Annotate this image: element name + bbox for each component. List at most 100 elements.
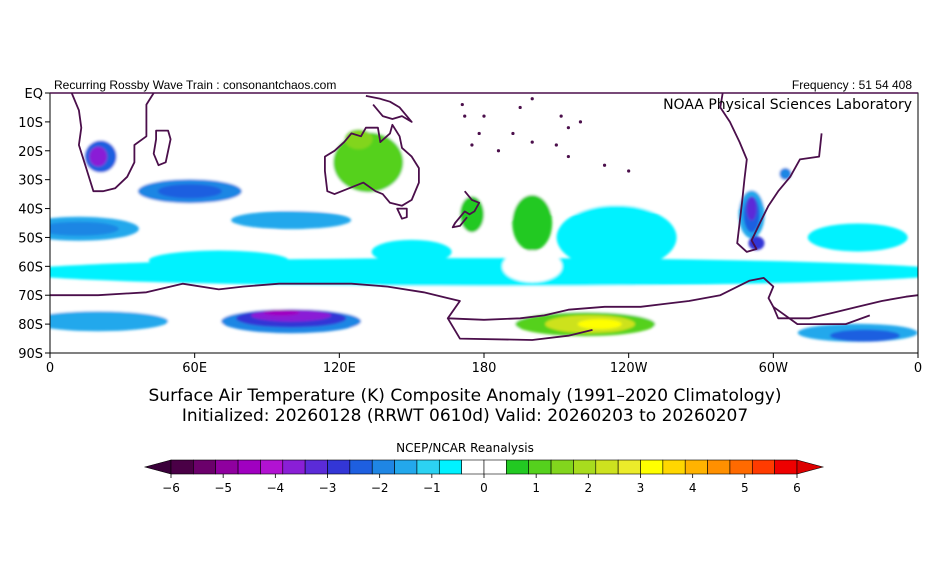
africa-coast xyxy=(70,93,155,193)
colorbar-swatch xyxy=(729,459,753,475)
colorbar-swatch xyxy=(617,459,641,475)
colorbar-tick-label: 5 xyxy=(741,481,749,495)
colorbar-swatch xyxy=(528,459,552,475)
colorbar-swatch xyxy=(170,459,194,475)
colorbar-swatch xyxy=(707,459,731,475)
tasman-tongue-2 xyxy=(512,195,553,251)
lon-tick-label: 120W xyxy=(610,361,648,376)
longitude-axis: 0 60E 120E 180 120W 60W 0 xyxy=(46,353,922,376)
lon-tick-label: 60E xyxy=(182,361,207,376)
ross-ice-front xyxy=(447,317,593,341)
ind-white-1 xyxy=(148,250,289,271)
colorbar-tick-label: −2 xyxy=(371,481,389,495)
colorbar-swatch xyxy=(416,459,440,475)
lat-tick-label: 50S xyxy=(18,231,43,246)
pacific-island xyxy=(554,143,558,147)
colorbar-swatch xyxy=(640,459,664,475)
pacific-island xyxy=(578,120,583,124)
colorbar-swatch xyxy=(304,459,328,475)
colorbar-tick-label: −1 xyxy=(423,481,441,495)
spac-green xyxy=(642,161,703,210)
pacific-island xyxy=(602,163,607,167)
s-afr-cold2 xyxy=(89,146,108,167)
colorbar-tick-label: −3 xyxy=(319,481,337,495)
colorbar-title: NCEP/NCAR Reanalysis xyxy=(396,441,534,455)
colorbar-swatch xyxy=(573,459,597,475)
pacific-island xyxy=(477,131,481,136)
pacific-island xyxy=(482,114,486,118)
weddell-ice-front xyxy=(772,306,871,325)
sam-n-cold xyxy=(779,167,792,180)
ind-green-s xyxy=(214,231,295,244)
colorbar-under-arrow xyxy=(143,459,172,475)
ind-cyan-2 xyxy=(231,211,352,230)
australia-coast xyxy=(324,123,420,207)
colorbar-swatch xyxy=(550,459,574,475)
colorbar-tick-label: 4 xyxy=(689,481,697,495)
lon-tick-label: 0 xyxy=(914,361,922,376)
colorbar-swatch xyxy=(751,459,775,475)
colorbar-swatch xyxy=(506,459,530,475)
colorbar-swatch xyxy=(282,459,306,475)
colorbar-tick-label: 2 xyxy=(585,481,593,495)
pacific-island xyxy=(463,114,467,118)
colorbar-swatch xyxy=(394,459,418,475)
lon-tick-label: 180 xyxy=(472,361,497,376)
new-zealand-coast xyxy=(451,190,481,229)
figure-title-line1: Surface Air Temperature (K) Composite An… xyxy=(148,386,782,406)
lon-tick-label: 0 xyxy=(46,361,54,376)
colorbar-swatch xyxy=(438,459,462,475)
pacific-island xyxy=(511,131,515,136)
cpac-white-2 xyxy=(371,239,452,264)
header-frequency-text: Frequency : 51 54 408 xyxy=(791,78,912,92)
colorbar-tick-label: 3 xyxy=(637,481,645,495)
antc-w-cyan xyxy=(50,311,169,332)
pacific-island xyxy=(460,102,464,107)
colorbar-swatch xyxy=(327,459,351,475)
colorbar-tick-label: −5 xyxy=(214,481,232,495)
figure-title-line2: Initialized: 20260128 (RRWT 0610d) Valid… xyxy=(181,406,749,426)
colorbar-tick-label: −4 xyxy=(266,481,284,495)
colorbar-swatch xyxy=(483,459,507,475)
pacific-island xyxy=(627,169,631,173)
colorbar-swatch xyxy=(774,459,798,475)
colorbar-swatch xyxy=(215,459,239,475)
aus-s-green xyxy=(347,196,428,209)
lat-tick-label: 10S xyxy=(18,116,43,131)
madagascar-coast xyxy=(152,129,172,167)
lon-tick-label: 60W xyxy=(759,361,789,376)
colorbar-swatch xyxy=(193,459,217,475)
tasmania-coast xyxy=(396,207,408,220)
lon-tick-label: 120E xyxy=(323,361,356,376)
new-guinea-coast xyxy=(365,95,413,123)
lat-tick-label: 30S xyxy=(18,174,43,189)
colorbar-tick-label: 1 xyxy=(532,481,540,495)
header-left-text: Recurring Rossby Wave Train : consonantc… xyxy=(54,78,337,92)
colorbar-swatch xyxy=(461,459,485,475)
pacific-island xyxy=(530,97,534,101)
lat-tick-label: 70S xyxy=(18,289,43,304)
pacific-island xyxy=(566,126,570,130)
pacific-island xyxy=(470,143,474,147)
band-subtropic-green xyxy=(50,133,918,214)
coastlines xyxy=(50,93,918,341)
colorbar-swatch xyxy=(662,459,686,475)
tasman-tongue-1 xyxy=(486,139,531,220)
colorbar-tick-label: 0 xyxy=(480,481,488,495)
e-atl-white xyxy=(807,223,908,252)
ea-core xyxy=(263,309,300,316)
pacific-island xyxy=(496,149,501,153)
pacific-island xyxy=(566,154,570,159)
pacific-island xyxy=(530,140,534,144)
pacific-island xyxy=(559,114,563,118)
anomaly-field xyxy=(50,106,918,342)
lat-tick-label: 40S xyxy=(18,203,43,218)
colorbar-swatch xyxy=(260,459,284,475)
south-america-coast xyxy=(719,93,823,253)
colorbar-over-arrow xyxy=(796,459,825,475)
cpac-white-1 xyxy=(556,205,677,270)
latitude-axis: EQ 10S 20S 30S 40S 50S 60S 70S 80S 90S xyxy=(18,87,50,362)
pacific-island xyxy=(518,105,522,110)
w-atl-blue xyxy=(50,221,119,236)
